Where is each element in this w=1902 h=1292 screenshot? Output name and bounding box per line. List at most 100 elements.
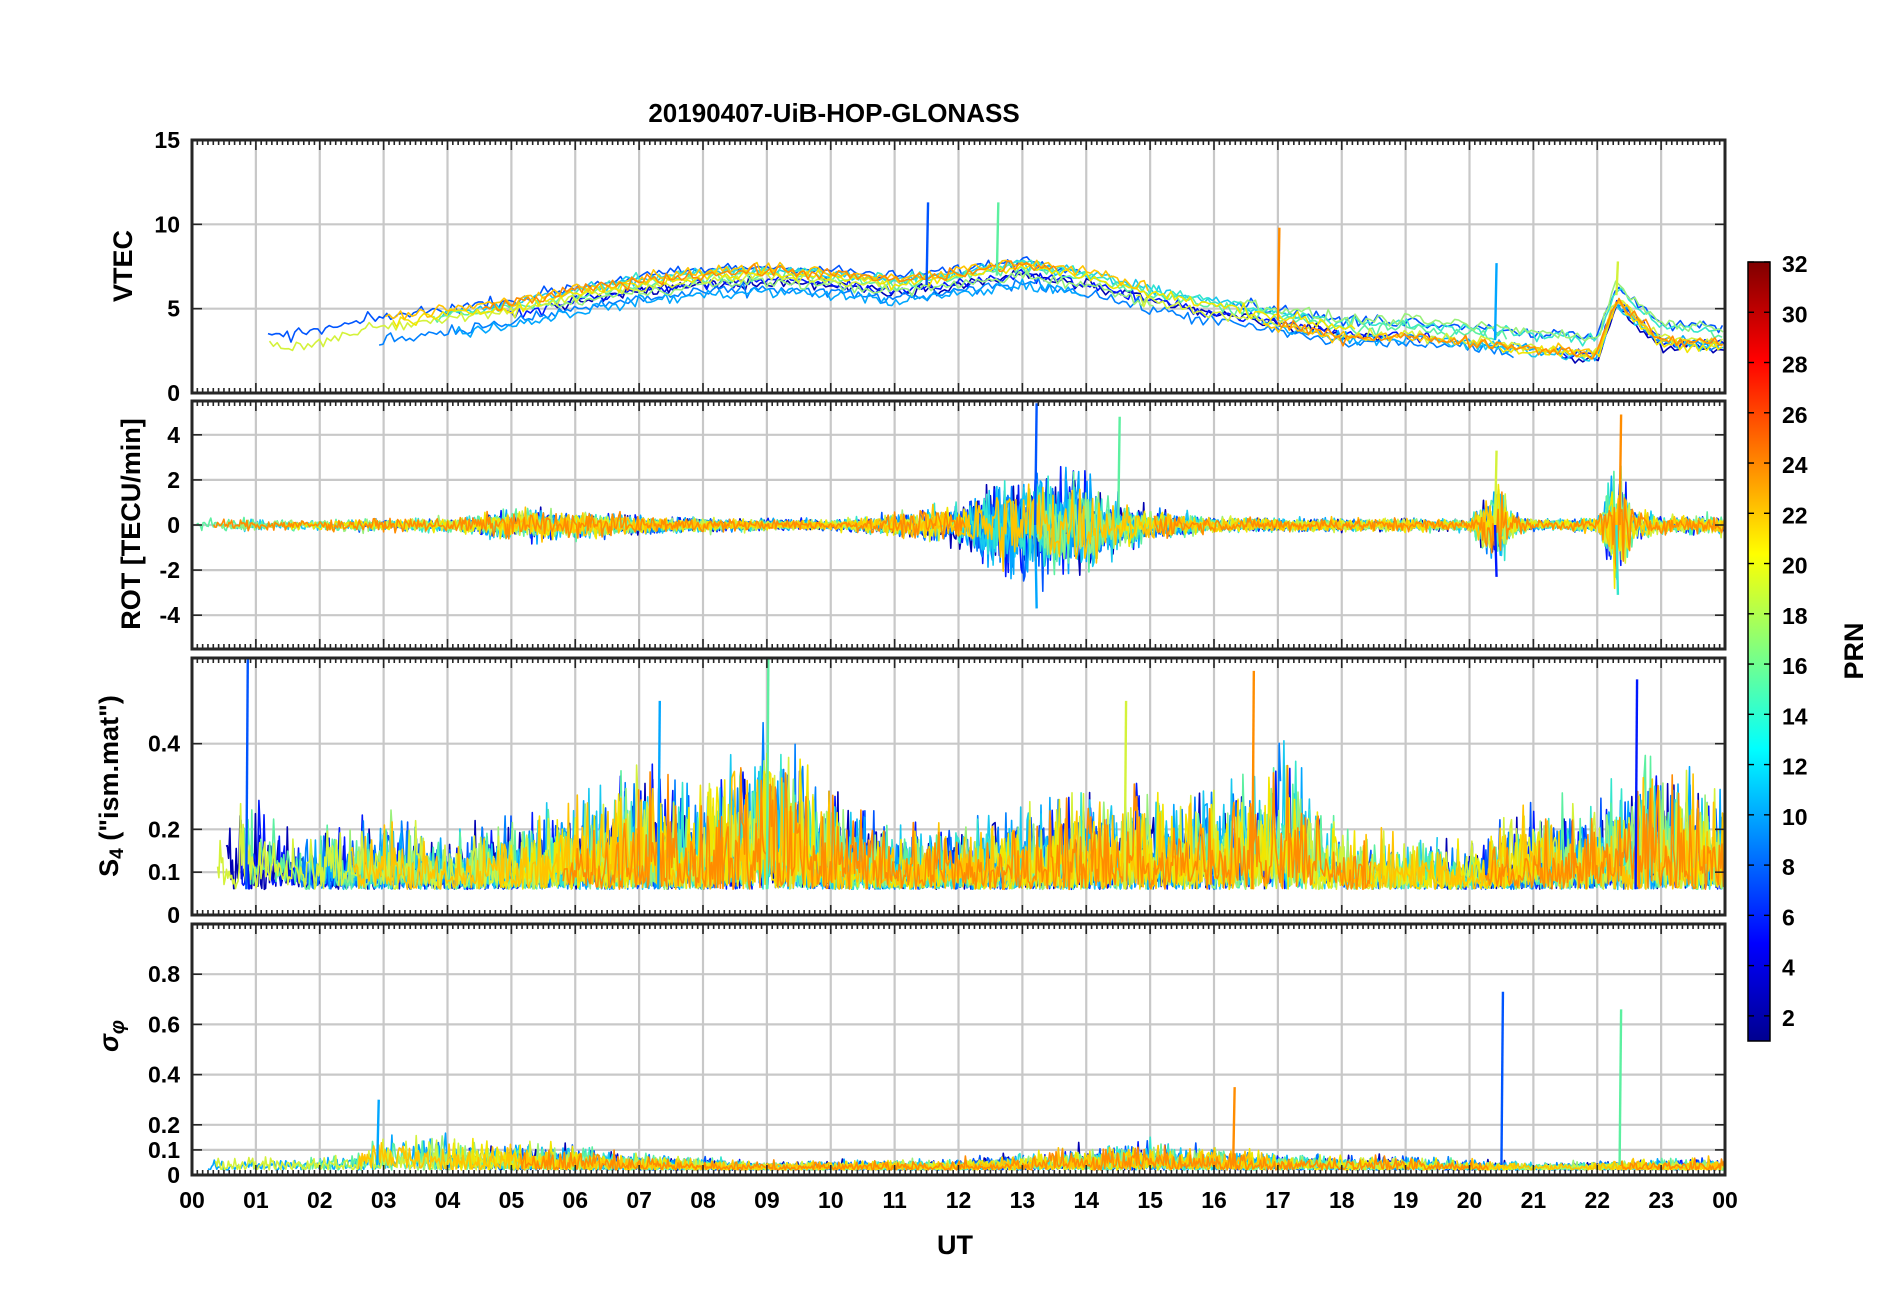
sigma-axes: 00.10.2 0.4 0.6 0.8	[148, 922, 1727, 1188]
rot-peak-mark	[1033, 524, 1038, 609]
colorbar-tick-label: 12	[1782, 754, 1808, 780]
vtec-axes: 0 5 10 15	[154, 127, 1727, 406]
rot-peak-mark	[1116, 416, 1121, 526]
s4-axes: 0 0.1 0.2 0.4	[148, 656, 1727, 928]
colorbar-tick-label: 8	[1782, 854, 1795, 880]
vtec-series-prn-22	[384, 259, 1149, 321]
panel-s4: 0 0.1 0.2 0.4 S4 ("ism.mat")	[94, 656, 1727, 928]
colorbar-gradient	[1747, 261, 1771, 1042]
vtec-peak-mark	[1615, 261, 1620, 296]
sigma-series-prn-19	[1316, 1154, 1725, 1171]
s4-series-prn-23	[562, 764, 1372, 891]
vtec-peak-mark	[995, 202, 1000, 276]
rot-series-prn-20	[1114, 483, 1725, 590]
sigma-ytick-label: 0.4	[148, 1062, 180, 1088]
rot-axes: -4 -2 0 2 4	[160, 399, 1727, 651]
colorbar-tick-label: 22	[1782, 502, 1808, 528]
rot-ytick-label: 0	[167, 512, 180, 538]
sigma-series-prn-23	[518, 1144, 1489, 1171]
rot-ytick-label: 2	[167, 467, 180, 493]
rot-ytick-label: -2	[160, 557, 180, 583]
s4-peak-mark	[657, 700, 661, 890]
sigma-ytick-label: 0.2	[148, 1112, 180, 1138]
s4-ylabel-sub: 4	[107, 848, 128, 859]
x-tick-label: 10	[818, 1187, 844, 1213]
s4-peak-mark	[1251, 670, 1256, 890]
s4-ylabel: S4 ("ism.mat")	[94, 695, 128, 877]
x-tick-label: 08	[690, 1187, 716, 1213]
x-tick-label: 20	[1457, 1187, 1483, 1213]
s4-ytick-label: 0	[167, 902, 180, 928]
vtec-series-prn-5	[267, 256, 1081, 343]
colorbar-tick-label: 30	[1782, 301, 1808, 327]
x-tick-label: 17	[1265, 1187, 1291, 1213]
colorbar-tick-label: 28	[1782, 352, 1808, 378]
colorbar-tick-label: 10	[1782, 804, 1808, 830]
x-tick-label: 05	[499, 1187, 525, 1213]
x-tick-label: 12	[946, 1187, 972, 1213]
vtec-series-prn-15	[1709, 330, 1723, 339]
vtec-series-prn-20	[392, 264, 1356, 331]
sigma-peak-mark	[1618, 1009, 1623, 1165]
colorbar-tick-label: 4	[1782, 955, 1795, 981]
x-tick-label: 04	[435, 1187, 461, 1213]
vtec-peak-mark	[1493, 263, 1498, 341]
sigma-series-prn-22	[357, 1142, 1274, 1171]
rot-series-prn-5	[349, 478, 1351, 593]
colorbar-label: PRN	[1839, 622, 1869, 679]
colorbar-tick-label: 24	[1782, 452, 1808, 478]
rot-peak-mark	[1493, 524, 1498, 577]
panel-vtec: 0 5 10 15 VTEC	[108, 127, 1727, 406]
x-tick-label: 23	[1648, 1187, 1674, 1213]
sigma-ylabel: σφ	[94, 1020, 129, 1052]
s4-peak-mark	[765, 658, 770, 890]
x-tick-label: 22	[1584, 1187, 1610, 1213]
vtec-ytick-label: 5	[167, 296, 180, 322]
vtec-series-prn-9	[454, 278, 1084, 338]
colorbar-tick-label: 20	[1782, 553, 1808, 579]
panel-sigma-phi: 00.10.2 0.4 0.6 0.8 σφ	[94, 922, 1727, 1188]
x-tick-label: 16	[1201, 1187, 1227, 1213]
vtec-ytick-label: 15	[154, 127, 180, 153]
colorbar-tick-label: 26	[1782, 402, 1808, 428]
sigma-grid	[190, 924, 1727, 1177]
s4-series-prn-22	[1346, 773, 1725, 891]
s4-ytick-label: 0.1	[148, 859, 180, 885]
rot-series-prn-23	[212, 509, 966, 540]
sigma-ylabel-main: σ	[94, 1033, 124, 1052]
s4-peak-mark	[1123, 700, 1128, 890]
vtec-series-prn-17	[1239, 280, 1724, 342]
vtec-peak-mark	[1276, 227, 1281, 321]
s4-series-prn-23	[1484, 774, 1725, 891]
sigma-peak-mark	[1231, 1087, 1236, 1165]
sigma-ytick-label: 0.8	[148, 961, 180, 987]
x-tick-label: 13	[1010, 1187, 1036, 1213]
sigma-peak-mark	[1500, 991, 1505, 1165]
rot-series	[196, 403, 1725, 609]
rot-peak-mark	[1033, 403, 1038, 526]
x-tick-label: 03	[371, 1187, 397, 1213]
x-tick-label: 19	[1393, 1187, 1419, 1213]
colorbar-tick-label: 2	[1782, 1005, 1795, 1031]
colorbar-tick-label: 6	[1782, 904, 1795, 930]
x-tick-label: 07	[626, 1187, 652, 1213]
x-tick-labels: 00 01 02 03 04 05 06 07 08 09 10 11 12 13 14 15 16 17 18 19…	[179, 1187, 1738, 1213]
s4-ytick-label: 0.4	[148, 731, 180, 757]
vtec-peak-mark	[925, 202, 930, 286]
sigma-series	[207, 991, 1725, 1171]
x-tick-label: 02	[307, 1187, 333, 1213]
s4-series-prn-22	[350, 770, 1239, 891]
colorbar-tick-label: 32	[1782, 251, 1808, 277]
sigma-ytick-label: 0	[167, 1162, 180, 1188]
x-tick-label: 09	[754, 1187, 780, 1213]
colorbar-tick-label: 16	[1782, 653, 1808, 679]
panel-rot: -4 -2 0 2 4 ROT [TECU/min]	[116, 399, 1727, 651]
s4-ytick-label: 0.2	[148, 816, 180, 842]
x-tick-label: 06	[562, 1187, 588, 1213]
rot-ylabel: ROT [TECU/min]	[116, 418, 146, 629]
vtec-ytick-label: 0	[167, 380, 180, 406]
s4-ylabel-rest: ("ism.mat")	[94, 695, 124, 848]
x-tick-label: 00	[1712, 1187, 1738, 1213]
